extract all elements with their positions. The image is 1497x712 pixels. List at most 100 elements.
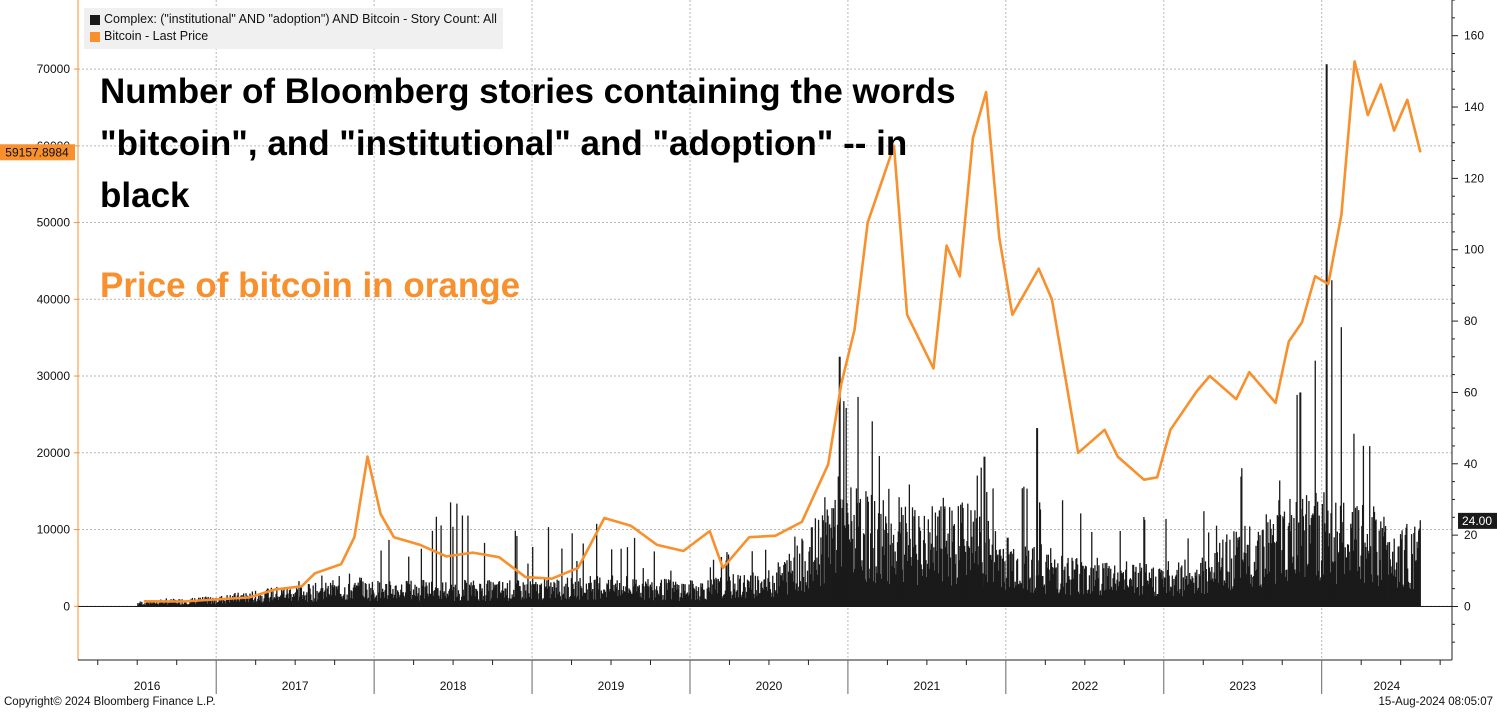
story-count-bar	[761, 581, 763, 607]
story-count-bar	[1190, 580, 1192, 607]
story-count-bar	[241, 596, 243, 607]
story-count-bar	[1268, 571, 1271, 607]
story-count-bar	[1066, 563, 1068, 607]
story-count-bar	[536, 591, 538, 607]
story-count-bar	[1054, 559, 1056, 607]
story-count-bar	[738, 597, 740, 607]
story-count-bar	[1082, 565, 1084, 607]
story-count-bar	[573, 595, 576, 607]
story-count-bar	[239, 596, 242, 607]
story-count-bar	[214, 604, 216, 607]
story-count-bar	[576, 560, 578, 607]
story-count-bar	[1061, 500, 1064, 607]
story-count-bar	[492, 582, 494, 607]
story-count-bar	[1236, 547, 1238, 607]
story-count-bar	[1253, 576, 1255, 607]
story-count-bar	[1410, 588, 1412, 607]
story-count-bar	[217, 601, 220, 607]
story-count-bar	[1153, 591, 1155, 607]
story-count-bar	[731, 598, 733, 607]
story-count-bar	[1183, 590, 1185, 607]
story-count-bar	[451, 590, 453, 607]
story-count-bar	[696, 590, 698, 607]
story-count-bar	[744, 587, 746, 607]
story-count-bar	[645, 583, 648, 607]
story-count-bar	[1207, 592, 1209, 607]
story-count-bar	[503, 597, 505, 607]
story-count-bar	[967, 503, 969, 607]
story-count-bar	[184, 602, 186, 607]
story-count-bar	[734, 583, 736, 607]
story-count-bar	[1174, 585, 1176, 607]
story-count-bar	[711, 594, 713, 607]
story-count-bar	[1032, 592, 1034, 607]
story-count-bar	[892, 534, 895, 607]
story-count-bar	[1140, 571, 1142, 607]
story-count-bar	[335, 586, 337, 607]
story-count-bar	[1085, 566, 1087, 607]
story-count-bar	[400, 584, 403, 607]
story-count-bar	[948, 507, 951, 607]
story-count-bar	[490, 598, 493, 607]
story-count-bar	[939, 548, 941, 607]
story-count-bar	[678, 585, 680, 607]
story-count-bar	[655, 589, 657, 607]
story-count-bar	[1142, 585, 1144, 607]
story-count-bar	[474, 596, 476, 607]
story-count-bar	[449, 502, 452, 607]
story-count-bar	[1139, 562, 1141, 607]
story-count-bar	[395, 585, 397, 607]
story-count-bar	[848, 539, 851, 607]
story-count-bar	[1121, 573, 1124, 607]
story-count-bar	[1161, 578, 1163, 607]
story-count-bar	[258, 599, 261, 607]
story-count-bar	[754, 575, 757, 607]
story-count-bar	[832, 508, 835, 607]
story-count-bar	[1249, 583, 1252, 607]
story-count-bar	[291, 597, 294, 607]
story-count-bar	[615, 587, 618, 607]
story-count-bar	[990, 555, 992, 607]
story-count-bar	[558, 580, 560, 607]
story-count-bar	[1081, 565, 1083, 607]
story-count-bar	[309, 588, 311, 607]
story-count-bar	[460, 596, 463, 607]
story-count-bar	[497, 584, 499, 607]
story-count-bar	[533, 584, 535, 607]
story-count-bar	[393, 594, 396, 607]
story-count-bar	[708, 587, 710, 607]
story-count-bar	[405, 580, 408, 607]
story-count-bar	[633, 537, 636, 607]
story-count-bar	[311, 601, 314, 607]
story-count-bar	[192, 600, 194, 607]
story-count-bar	[999, 549, 1001, 607]
story-count-bar	[323, 591, 325, 607]
story-count-bar	[1043, 584, 1046, 607]
story-count-bar	[487, 590, 490, 607]
story-count-bar	[689, 593, 691, 607]
story-count-bar	[491, 590, 494, 607]
story-count-bar	[643, 586, 645, 607]
story-count-bar	[1272, 523, 1275, 607]
story-count-bar	[1304, 576, 1306, 607]
story-count-bar	[1387, 542, 1389, 607]
story-count-bar	[733, 589, 735, 607]
story-count-bar	[306, 592, 308, 607]
story-count-bar	[1331, 561, 1334, 607]
story-count-bar	[778, 586, 780, 607]
story-count-bar	[1416, 541, 1418, 607]
story-count-bar	[897, 531, 899, 607]
story-count-bar	[175, 603, 178, 607]
story-count-bar	[329, 582, 332, 607]
story-count-bar	[988, 538, 990, 607]
story-count-bar	[167, 604, 169, 607]
story-count-bar	[179, 604, 182, 607]
story-count-bar	[271, 600, 273, 607]
story-count-bar	[1378, 530, 1380, 607]
story-count-bar	[742, 591, 744, 607]
story-count-bar	[1181, 596, 1184, 607]
story-count-bar	[1366, 534, 1369, 607]
story-count-bar	[472, 580, 475, 607]
story-count-bar	[1413, 533, 1415, 607]
story-count-bar	[471, 595, 473, 607]
